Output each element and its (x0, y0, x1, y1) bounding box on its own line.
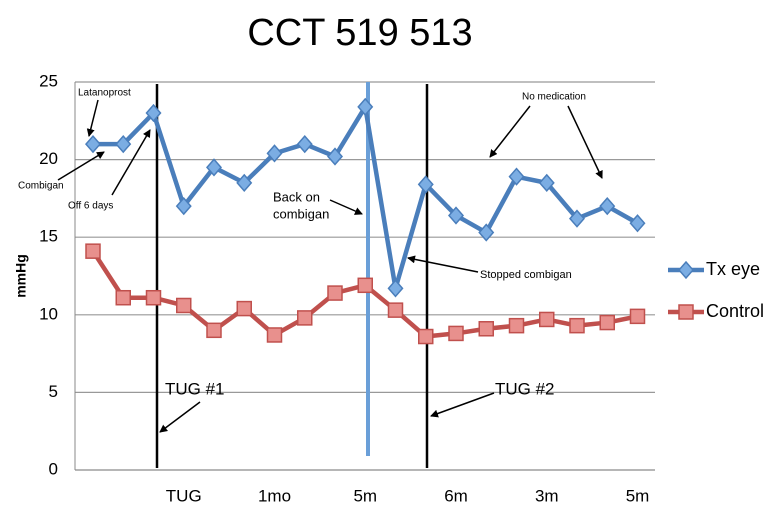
arrow (111, 129, 151, 196)
annotation: Back on (273, 189, 320, 204)
data-point (599, 197, 616, 216)
x-tick-label: 5m (626, 486, 650, 505)
arrow (57, 151, 105, 181)
arrows (57, 99, 603, 433)
y-tick-label: 25 (39, 71, 58, 90)
data-point (569, 209, 585, 228)
data-point (678, 260, 694, 280)
data-point (115, 134, 132, 154)
y-tick-label: 5 (49, 382, 58, 401)
data-point (115, 289, 131, 306)
data-point (175, 197, 192, 216)
plot-area (85, 97, 646, 345)
annotation: Stopped combigan (480, 269, 572, 281)
data-point (599, 314, 615, 331)
data-point (85, 243, 101, 259)
data-point (296, 134, 313, 154)
data-point (145, 103, 162, 123)
data-point (327, 147, 343, 166)
arrow (407, 255, 479, 273)
data-point (176, 297, 192, 314)
arrow (86, 99, 99, 137)
data-point (629, 214, 646, 233)
legend-label: Control (706, 301, 764, 321)
data-point (478, 321, 494, 337)
y-axis-label: mmHg (13, 254, 29, 298)
data-point (478, 223, 495, 242)
arrow (329, 199, 363, 215)
annotation: Off 6 days (68, 201, 113, 212)
data-point (327, 285, 343, 301)
data-point (357, 277, 373, 294)
data-point (569, 317, 585, 334)
data-point (357, 97, 374, 116)
data-point (417, 175, 434, 194)
annotation: Latanoprost (78, 88, 131, 99)
data-point (418, 328, 434, 345)
legend-label: Tx eye (706, 259, 760, 279)
data-point (387, 302, 404, 318)
data-point (266, 144, 283, 163)
data-point (206, 322, 222, 339)
x-tick-label: 3m (535, 486, 559, 505)
data-point (448, 325, 464, 342)
y-tick-label: 10 (39, 304, 58, 323)
x-tick-label: 5m (353, 486, 377, 505)
annotation: TUG #1 (165, 379, 225, 398)
arrow (567, 105, 603, 179)
annotation: Combigan (18, 181, 64, 192)
y-tick-label: 0 (49, 459, 58, 478)
chart-title: CCT 519 513 (247, 12, 472, 54)
arrow (489, 105, 531, 158)
series-line (93, 104, 639, 291)
data-point (629, 308, 646, 325)
data-point (538, 173, 555, 193)
y-tick-label: 20 (39, 149, 58, 168)
data-point (236, 173, 253, 193)
data-point (539, 311, 555, 328)
data-point (508, 317, 525, 334)
arrow (159, 401, 201, 433)
x-tick-label: TUG (166, 486, 202, 505)
arrow (430, 392, 495, 418)
annotation: TUG #2 (495, 379, 555, 398)
data-point (145, 289, 162, 306)
data-point (297, 310, 313, 326)
series-line (91, 249, 638, 339)
data-point (266, 327, 283, 343)
data-point (206, 158, 222, 177)
data-point (508, 167, 525, 186)
annotation: No medication (522, 92, 586, 103)
data-point (678, 304, 694, 320)
x-tick-label: 6m (444, 486, 468, 505)
x-tick-label: 1mo (258, 486, 291, 505)
data-point (448, 206, 464, 225)
y-tick-label: 15 (39, 227, 58, 246)
data-point (236, 300, 252, 317)
data-point (85, 134, 101, 154)
data-point (387, 279, 404, 298)
annotation: combigan (273, 206, 329, 221)
